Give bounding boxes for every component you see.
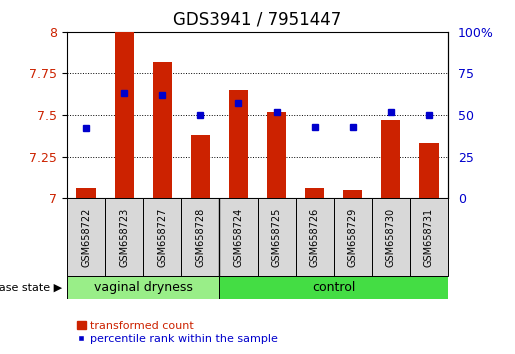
- Text: GSM658728: GSM658728: [195, 207, 205, 267]
- Bar: [153, 62, 172, 198]
- Bar: [334, 198, 372, 276]
- Title: GDS3941 / 7951447: GDS3941 / 7951447: [174, 11, 341, 29]
- Bar: [410, 198, 448, 276]
- Text: GSM658722: GSM658722: [81, 207, 91, 267]
- Bar: [181, 198, 219, 276]
- Text: GSM658723: GSM658723: [119, 207, 129, 267]
- Bar: [382, 120, 401, 198]
- Bar: [305, 188, 324, 198]
- Bar: [219, 198, 258, 276]
- Bar: [258, 198, 296, 276]
- Bar: [105, 198, 143, 276]
- Text: disease state ▶: disease state ▶: [0, 282, 62, 293]
- Bar: [296, 198, 334, 276]
- Bar: [372, 198, 410, 276]
- Text: GSM658727: GSM658727: [157, 207, 167, 267]
- Bar: [67, 276, 219, 299]
- Text: GSM658730: GSM658730: [386, 207, 396, 267]
- Bar: [344, 190, 363, 198]
- Bar: [419, 143, 439, 198]
- Bar: [76, 188, 96, 198]
- Text: GSM658725: GSM658725: [271, 207, 282, 267]
- Bar: [219, 276, 448, 299]
- Bar: [229, 90, 248, 198]
- Text: vaginal dryness: vaginal dryness: [94, 281, 193, 294]
- Text: control: control: [312, 281, 355, 294]
- Text: GSM658729: GSM658729: [348, 207, 358, 267]
- Bar: [67, 198, 105, 276]
- Bar: [143, 198, 181, 276]
- Bar: [191, 135, 210, 198]
- Text: GSM658724: GSM658724: [233, 207, 244, 267]
- Text: GSM658731: GSM658731: [424, 207, 434, 267]
- Bar: [114, 32, 134, 198]
- Legend: transformed count, percentile rank within the sample: transformed count, percentile rank withi…: [73, 316, 283, 348]
- Text: GSM658726: GSM658726: [310, 207, 320, 267]
- Bar: [267, 112, 286, 198]
